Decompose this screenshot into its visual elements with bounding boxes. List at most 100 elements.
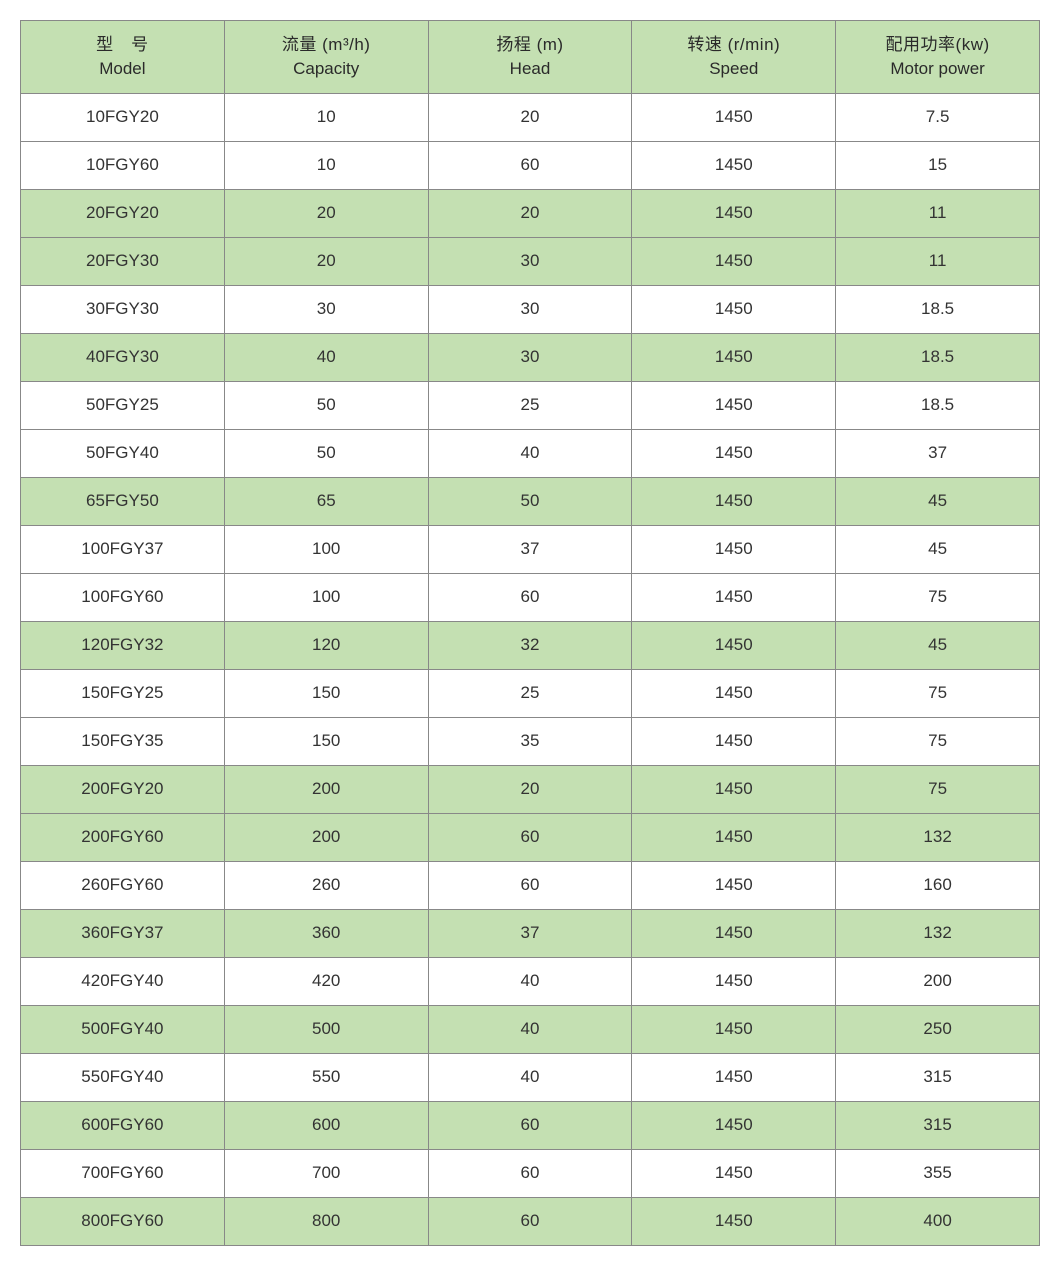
table-header: 型 号 Model 流量 (m³/h) Capacity 扬程 (m) Head… — [21, 21, 1040, 94]
col-capacity-en: Capacity — [231, 57, 422, 81]
table-row: 100FGY3710037145045 — [21, 525, 1040, 573]
table-cell: 60 — [428, 1101, 632, 1149]
col-head: 扬程 (m) Head — [428, 21, 632, 94]
table-cell: 420FGY40 — [21, 957, 225, 1005]
table-cell: 200 — [224, 813, 428, 861]
table-cell: 550 — [224, 1053, 428, 1101]
table-cell: 360FGY37 — [21, 909, 225, 957]
table-cell: 260FGY60 — [21, 861, 225, 909]
table-cell: 20 — [224, 189, 428, 237]
spec-table: 型 号 Model 流量 (m³/h) Capacity 扬程 (m) Head… — [20, 20, 1040, 1246]
table-cell: 500 — [224, 1005, 428, 1053]
table-row: 20FGY302030145011 — [21, 237, 1040, 285]
table-cell: 60 — [428, 861, 632, 909]
table-cell: 30 — [428, 285, 632, 333]
col-power: 配用功率(kw) Motor power — [836, 21, 1040, 94]
col-speed-en: Speed — [638, 57, 829, 81]
col-speed: 转速 (r/min) Speed — [632, 21, 836, 94]
table-cell: 15 — [836, 141, 1040, 189]
table-cell: 60 — [428, 141, 632, 189]
table-cell: 1450 — [632, 957, 836, 1005]
table-cell: 1450 — [632, 765, 836, 813]
col-power-en: Motor power — [842, 57, 1033, 81]
table-cell: 400 — [836, 1197, 1040, 1245]
table-cell: 250 — [836, 1005, 1040, 1053]
table-cell: 1450 — [632, 717, 836, 765]
table-cell: 200 — [224, 765, 428, 813]
table-cell: 60 — [428, 1197, 632, 1245]
table-cell: 40FGY30 — [21, 333, 225, 381]
table-cell: 120FGY32 — [21, 621, 225, 669]
table-cell: 200FGY20 — [21, 765, 225, 813]
table-cell: 20FGY30 — [21, 237, 225, 285]
table-body: 10FGY20102014507.510FGY60106014501520FGY… — [21, 93, 1040, 1245]
table-cell: 1450 — [632, 429, 836, 477]
table-cell: 1450 — [632, 1005, 836, 1053]
table-cell: 50 — [224, 381, 428, 429]
table-cell: 40 — [428, 1053, 632, 1101]
table-row: 260FGY60260601450160 — [21, 861, 1040, 909]
table-cell: 75 — [836, 669, 1040, 717]
table-row: 100FGY6010060145075 — [21, 573, 1040, 621]
table-cell: 18.5 — [836, 285, 1040, 333]
table-cell: 100 — [224, 525, 428, 573]
col-model-en: Model — [27, 57, 218, 81]
table-cell: 1450 — [632, 813, 836, 861]
table-cell: 45 — [836, 477, 1040, 525]
col-power-cn: 配用功率(kw) — [842, 33, 1033, 57]
table-cell: 60 — [428, 813, 632, 861]
table-cell: 65FGY50 — [21, 477, 225, 525]
table-cell: 50FGY40 — [21, 429, 225, 477]
table-row: 50FGY255025145018.5 — [21, 381, 1040, 429]
table-cell: 800 — [224, 1197, 428, 1245]
table-row: 700FGY60700601450355 — [21, 1149, 1040, 1197]
table-cell: 1450 — [632, 381, 836, 429]
table-cell: 600 — [224, 1101, 428, 1149]
table-cell: 45 — [836, 621, 1040, 669]
table-cell: 10 — [224, 93, 428, 141]
table-cell: 10FGY60 — [21, 141, 225, 189]
table-row: 120FGY3212032145045 — [21, 621, 1040, 669]
table-cell: 60 — [428, 1149, 632, 1197]
table-cell: 360 — [224, 909, 428, 957]
table-cell: 420 — [224, 957, 428, 1005]
table-row: 20FGY202020145011 — [21, 189, 1040, 237]
table-cell: 150FGY35 — [21, 717, 225, 765]
table-row: 600FGY60600601450315 — [21, 1101, 1040, 1149]
table-cell: 11 — [836, 189, 1040, 237]
table-cell: 1450 — [632, 333, 836, 381]
table-cell: 150FGY25 — [21, 669, 225, 717]
table-cell: 35 — [428, 717, 632, 765]
table-cell: 7.5 — [836, 93, 1040, 141]
header-row: 型 号 Model 流量 (m³/h) Capacity 扬程 (m) Head… — [21, 21, 1040, 94]
table-cell: 355 — [836, 1149, 1040, 1197]
table-cell: 40 — [428, 1005, 632, 1053]
table-cell: 150 — [224, 717, 428, 765]
table-cell: 1450 — [632, 909, 836, 957]
table-cell: 160 — [836, 861, 1040, 909]
table-cell: 10FGY20 — [21, 93, 225, 141]
table-cell: 18.5 — [836, 333, 1040, 381]
table-cell: 37 — [428, 909, 632, 957]
table-cell: 315 — [836, 1053, 1040, 1101]
table-cell: 20 — [428, 765, 632, 813]
table-cell: 40 — [428, 957, 632, 1005]
table-cell: 25 — [428, 381, 632, 429]
table-cell: 20 — [428, 189, 632, 237]
table-row: 50FGY405040145037 — [21, 429, 1040, 477]
table-row: 65FGY506550145045 — [21, 477, 1040, 525]
table-cell: 40 — [428, 429, 632, 477]
col-capacity: 流量 (m³/h) Capacity — [224, 21, 428, 94]
table-cell: 75 — [836, 765, 1040, 813]
table-cell: 1450 — [632, 285, 836, 333]
table-row: 150FGY2515025145075 — [21, 669, 1040, 717]
table-cell: 18.5 — [836, 381, 1040, 429]
table-cell: 150 — [224, 669, 428, 717]
table-cell: 200FGY60 — [21, 813, 225, 861]
table-cell: 11 — [836, 237, 1040, 285]
table-row: 10FGY601060145015 — [21, 141, 1040, 189]
table-cell: 1450 — [632, 477, 836, 525]
table-row: 200FGY60200601450132 — [21, 813, 1040, 861]
table-cell: 30FGY30 — [21, 285, 225, 333]
table-row: 10FGY20102014507.5 — [21, 93, 1040, 141]
